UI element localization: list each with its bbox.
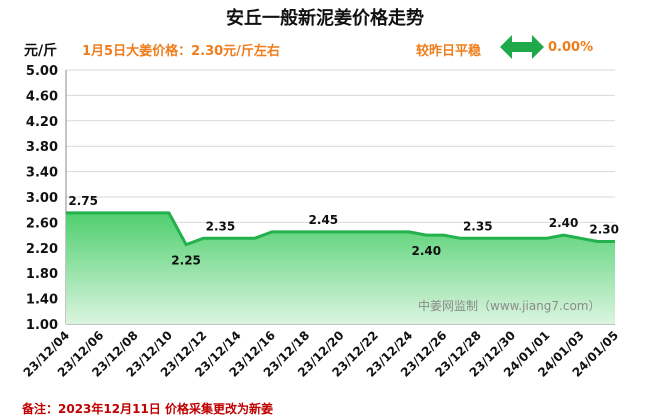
y-tick-label: 4.20 [26, 115, 58, 130]
area-shape [66, 212, 615, 324]
area-fill [66, 212, 615, 324]
chart-title: 安丘一般新泥姜价格走势 [226, 8, 424, 29]
watermark: 中姜网监制（www.jiang7.com） [418, 298, 600, 313]
y-tick-label: 3.40 [26, 166, 58, 181]
price-note: 1月5日大姜价格：2.30元/斤左右 [82, 44, 280, 59]
y-axis-unit: 元/斤 [24, 43, 58, 59]
y-tick-label: 1.00 [26, 318, 58, 333]
double-arrow-icon [500, 35, 544, 59]
data-label: 2.45 [309, 213, 339, 227]
data-labels: 2.75 2.25 2.35 2.45 2.40 2.35 2.40 2.30 [68, 194, 619, 268]
data-label: 2.75 [68, 194, 98, 208]
data-label: 2.40 [549, 216, 579, 230]
data-label: 2.30 [589, 222, 619, 236]
y-tick-label: 3.80 [26, 140, 58, 155]
footnote: 备注：2023年12月11日 价格采集更改为新姜 [22, 402, 273, 416]
y-tick-labels: 1.00 1.40 1.80 2.20 2.60 3.00 3.40 3.80 4.20 4.60… [26, 64, 58, 333]
data-label: 2.35 [463, 219, 493, 233]
y-tick-label: 2.20 [26, 242, 58, 257]
double-arrow-shape [500, 35, 544, 59]
x-tick-labels: 23/12/0423/12/0623/12/0823/12/1023/12/12… [21, 328, 622, 380]
y-tick-label: 2.60 [26, 216, 58, 231]
series-polyline [66, 211, 615, 247]
compare-percent: 0.00% [548, 40, 594, 55]
y-tick-label: 1.80 [26, 267, 58, 282]
data-label: 2.35 [206, 219, 236, 233]
data-label: 2.40 [411, 244, 441, 258]
series-line [66, 211, 615, 247]
y-tick-label: 1.40 [26, 293, 58, 308]
compare-label: 较昨日平稳 [416, 44, 482, 59]
y-tick-label: 3.00 [26, 191, 58, 206]
y-tick-label: 4.60 [26, 89, 58, 104]
y-tick-label: 5.00 [26, 64, 58, 79]
data-label: 2.25 [171, 254, 201, 268]
